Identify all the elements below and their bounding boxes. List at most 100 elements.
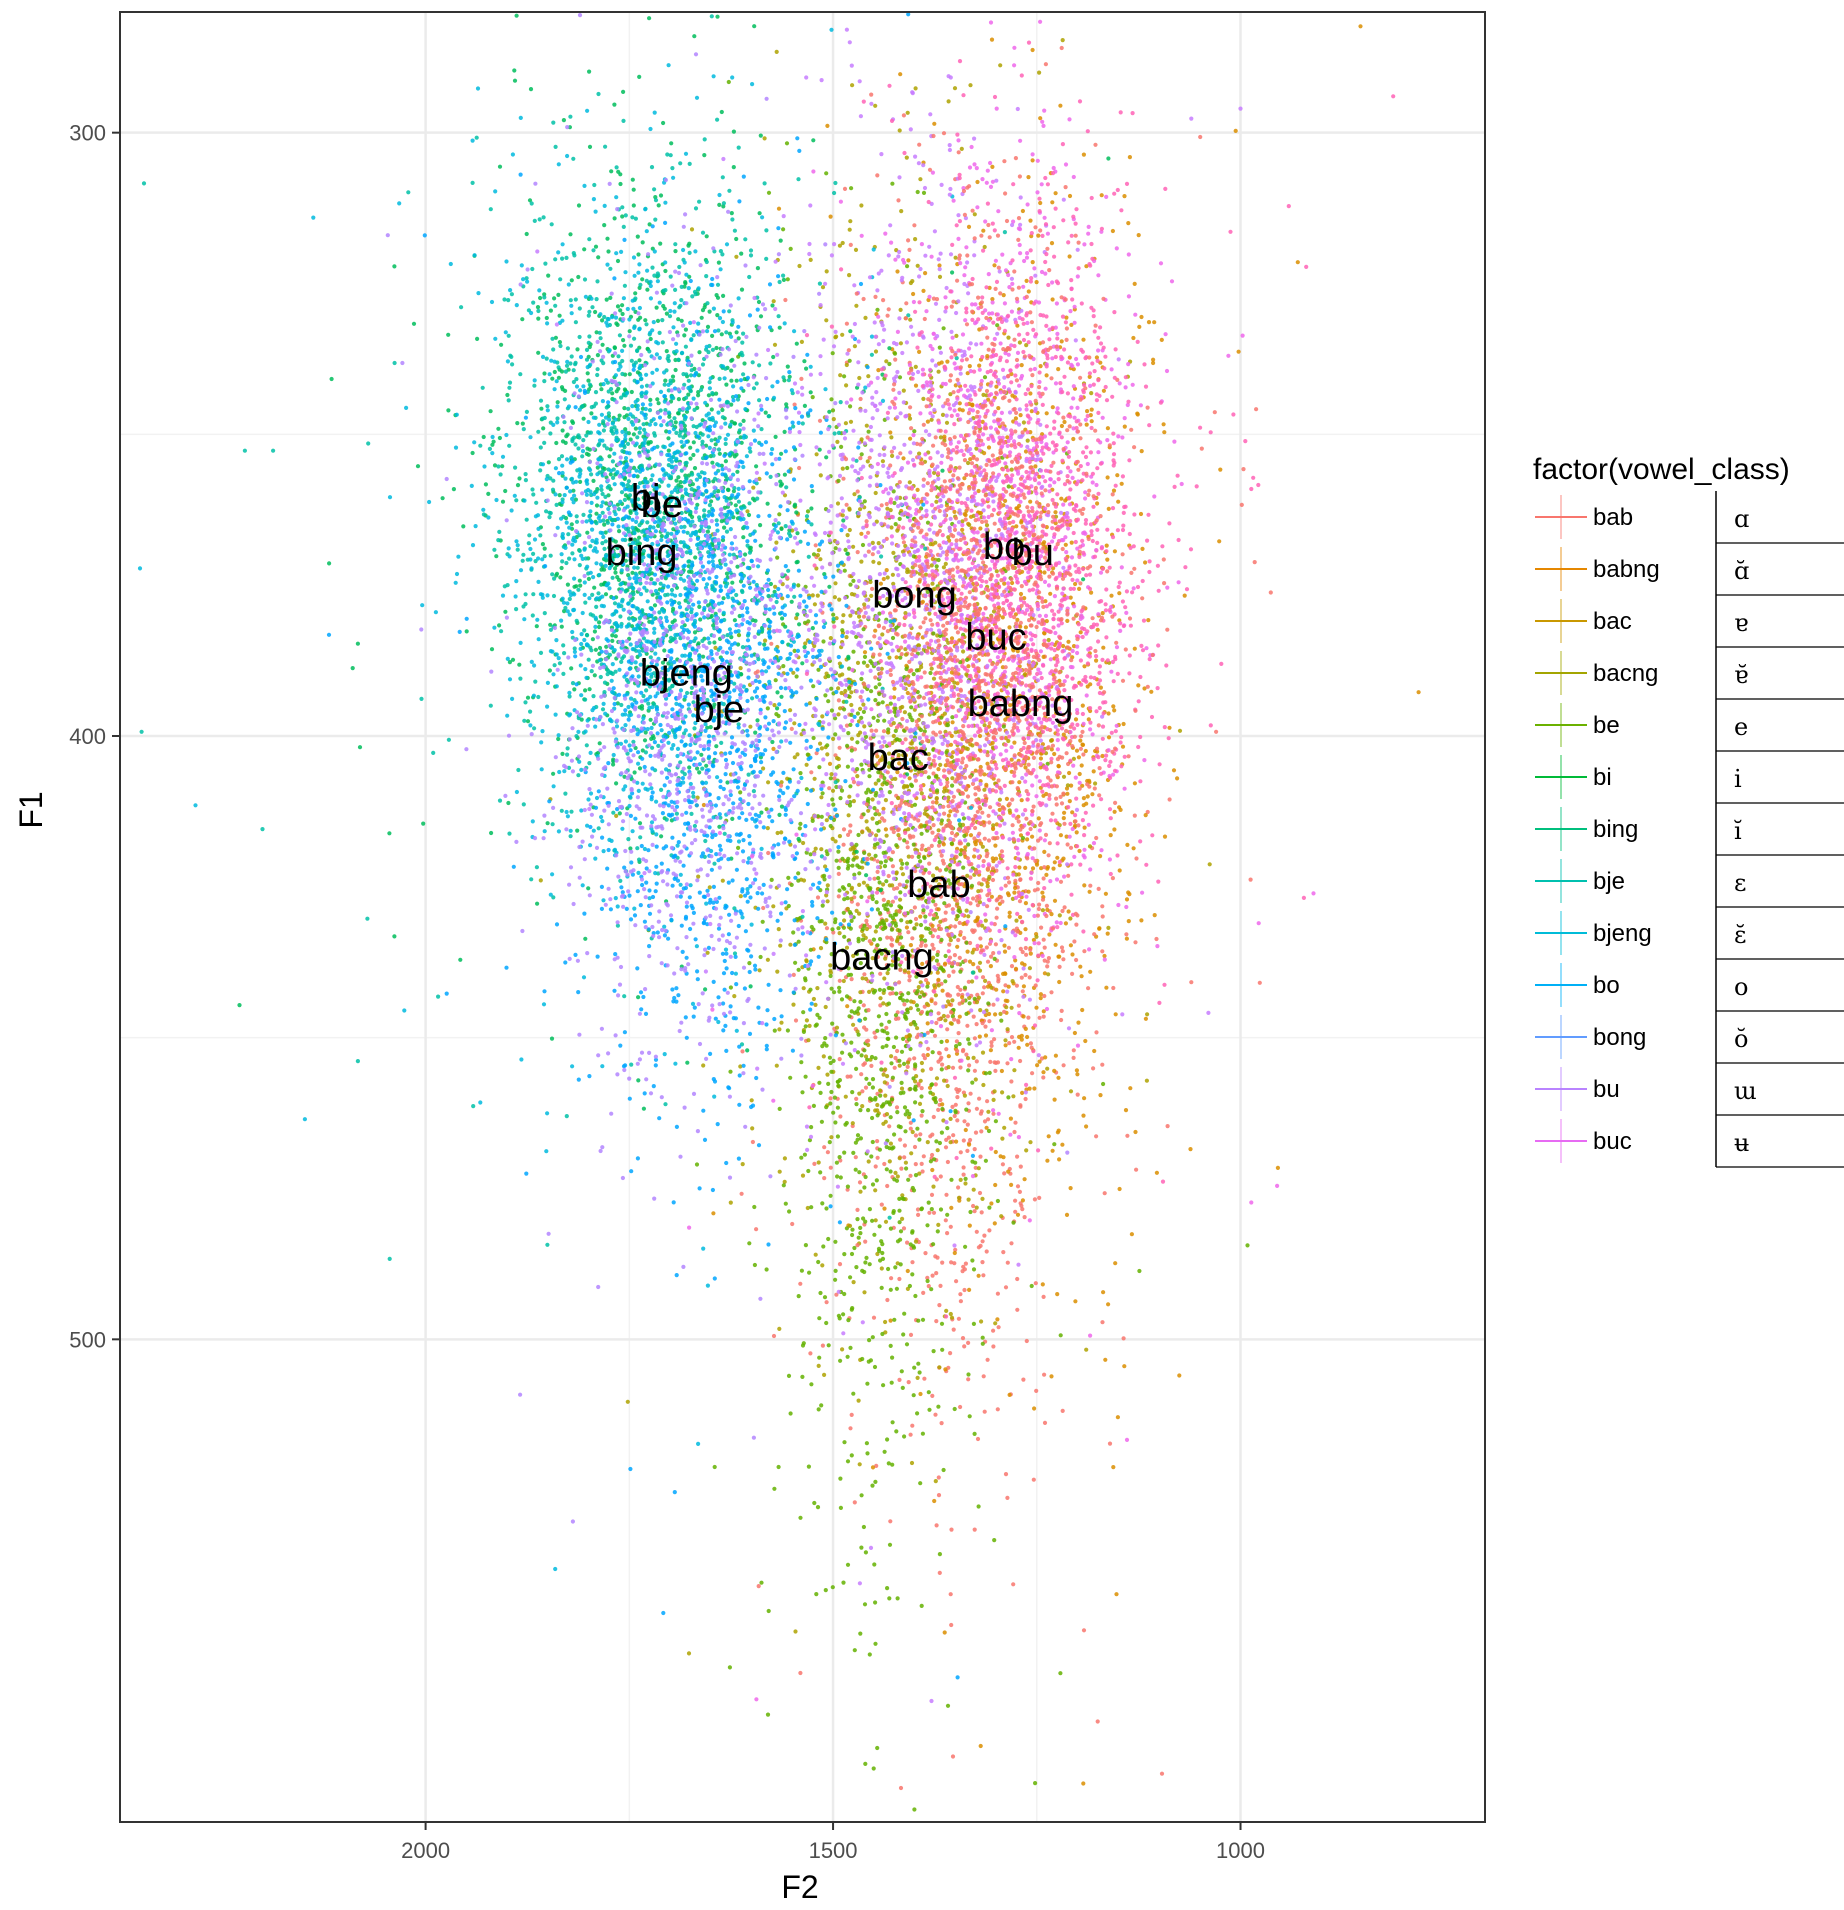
data-point: [883, 1067, 888, 1072]
data-point: [1006, 945, 1012, 950]
data-point: [967, 1414, 972, 1419]
data-point: [1063, 185, 1068, 190]
data-point: [945, 1212, 950, 1217]
data-point: [970, 979, 975, 984]
data-point: [1023, 1096, 1028, 1102]
data-point: [1018, 1058, 1023, 1064]
data-point: [863, 1085, 869, 1090]
data-point: [655, 397, 660, 402]
data-point: [840, 240, 845, 246]
data-point: [817, 1355, 822, 1360]
data-point: [1075, 1072, 1080, 1077]
data-point: [583, 688, 588, 693]
data-point: [1030, 834, 1035, 839]
data-point: [633, 426, 639, 431]
data-point: [830, 836, 835, 842]
data-point: [1033, 464, 1038, 469]
data-point: [912, 802, 918, 807]
data-point: [986, 1109, 991, 1114]
data-point: [797, 826, 802, 831]
data-point: [1003, 1043, 1008, 1048]
data-point: [789, 726, 794, 732]
data-point: [840, 1050, 845, 1055]
data-point: [712, 1464, 717, 1470]
data-point: [881, 850, 886, 856]
data-point: [865, 459, 870, 464]
data-point: [1120, 744, 1126, 749]
data-point: [875, 1102, 880, 1108]
data-point: [875, 808, 880, 814]
data-point: [859, 203, 864, 208]
data-point: [849, 702, 854, 708]
data-point: [916, 1007, 921, 1012]
data-point: [884, 501, 889, 507]
data-point: [925, 1140, 930, 1145]
data-point: [817, 1080, 822, 1085]
data-point: [898, 341, 904, 346]
data-point: [925, 1030, 930, 1035]
data-point: [627, 329, 632, 334]
data-point: [997, 797, 1003, 802]
data-point: [982, 375, 988, 380]
data-point: [774, 49, 779, 55]
data-point: [861, 709, 867, 715]
data-point: [855, 550, 860, 555]
data-point: [816, 1363, 821, 1368]
data-point: [857, 1180, 863, 1185]
data-point: [1019, 1037, 1024, 1042]
data-point: [945, 723, 951, 728]
data-point: [1137, 324, 1142, 329]
data-point: [955, 984, 960, 990]
data-point: [929, 1207, 934, 1212]
data-point: [963, 512, 968, 518]
data-point: [663, 378, 668, 383]
data-point: [919, 1603, 924, 1608]
data-point: [515, 483, 521, 488]
data-point: [837, 985, 842, 990]
data-point: [875, 1028, 880, 1033]
data-point: [871, 1315, 877, 1320]
data-point: [1052, 1142, 1057, 1147]
data-point: [911, 834, 916, 839]
data-point: [857, 911, 862, 916]
data-point: [848, 926, 853, 931]
data-point: [1065, 791, 1070, 796]
data-point: [985, 1099, 990, 1104]
data-point: [994, 987, 999, 992]
data-point: [880, 632, 885, 637]
data-point: [842, 918, 847, 923]
data-point: [803, 1024, 808, 1029]
data-point: [1058, 1671, 1063, 1676]
data-point: [559, 624, 564, 629]
data-point: [837, 1155, 842, 1160]
data-point: [900, 872, 906, 877]
data-point: [791, 930, 796, 935]
data-point: [874, 821, 880, 826]
data-point: [842, 1150, 847, 1155]
data-point: [798, 771, 803, 776]
data-point: [977, 1096, 982, 1101]
data-point: [1045, 1066, 1050, 1071]
data-point: [928, 930, 933, 935]
data-point: [1021, 984, 1026, 989]
data-point: [1116, 499, 1121, 504]
data-point: [782, 472, 788, 477]
data-point: [781, 664, 786, 669]
data-point: [801, 1010, 806, 1015]
data-point: [954, 1279, 959, 1284]
data-point: [846, 856, 851, 861]
data-point: [1018, 591, 1024, 597]
data-point: [987, 1011, 992, 1017]
data-point: [879, 1202, 884, 1207]
data-point: [866, 530, 871, 535]
data-point: [857, 871, 862, 876]
data-point: [888, 430, 893, 435]
data-point: [898, 1125, 903, 1130]
data-point: [766, 1608, 771, 1614]
data-point: [856, 1032, 861, 1037]
data-point: [1152, 320, 1157, 325]
data-point: [839, 788, 845, 793]
data-point: [898, 1137, 903, 1142]
data-point: [618, 181, 623, 187]
data-point: [774, 1063, 779, 1068]
